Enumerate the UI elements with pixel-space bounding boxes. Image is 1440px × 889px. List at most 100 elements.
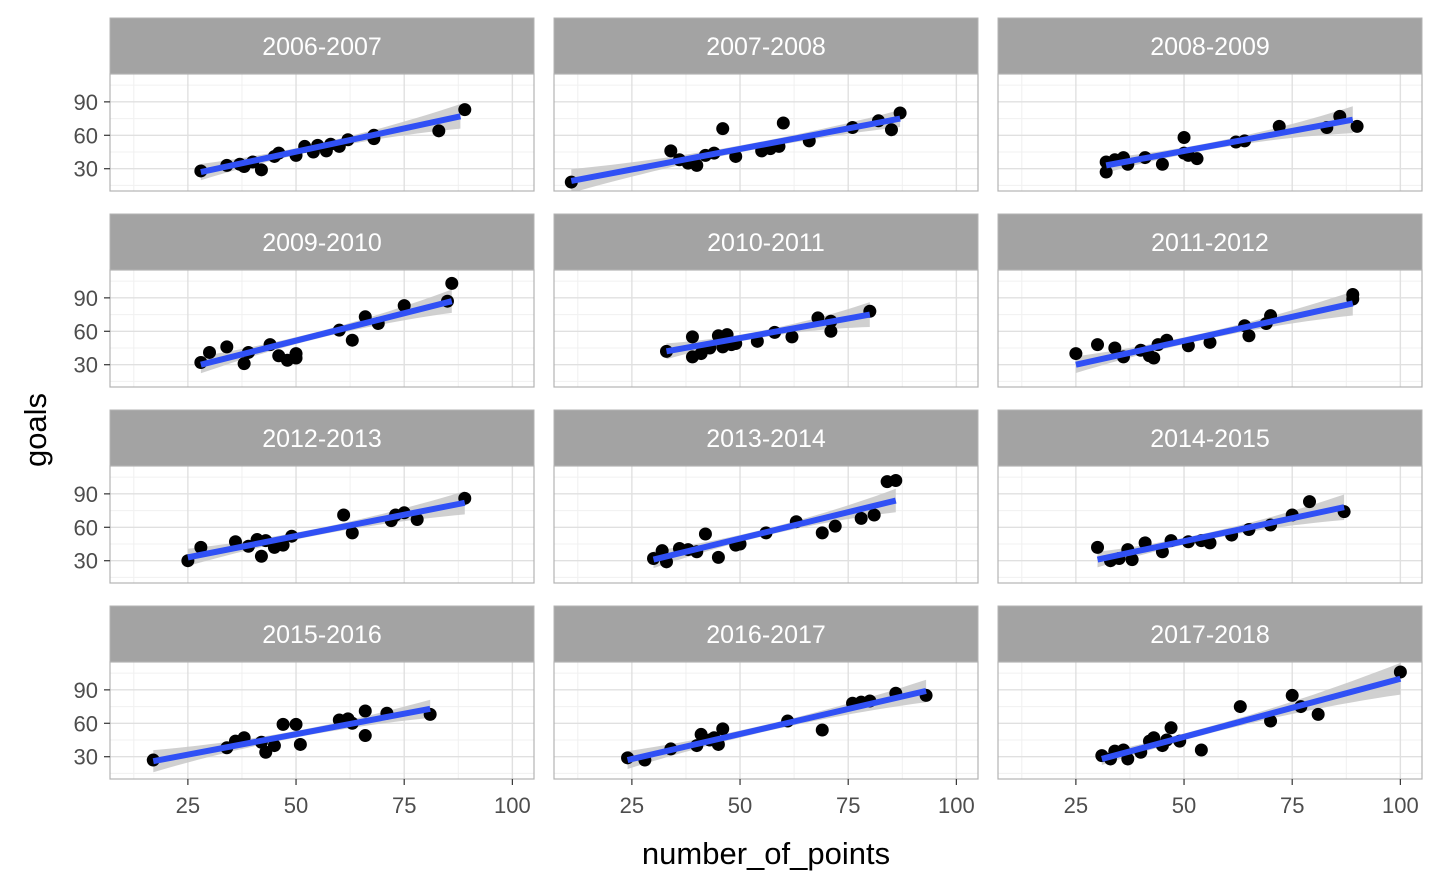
data-point: [410, 512, 424, 526]
data-point: [276, 717, 290, 731]
data-point: [254, 163, 268, 177]
data-point: [337, 508, 351, 522]
regression-line: [652, 497, 897, 563]
facet-strip: [109, 409, 535, 467]
plot-area: [998, 74, 1422, 191]
facet-panel-2008-2009: 2008-2009: [997, 17, 1423, 192]
data-point: [293, 737, 307, 751]
facet-label: 2012-2013: [262, 425, 382, 453]
data-point: [1285, 688, 1299, 702]
panel-border: [997, 661, 1423, 780]
panel-border: [553, 73, 979, 192]
data-point: [358, 704, 372, 718]
data-point: [432, 124, 446, 138]
x-tick-label: 75: [392, 793, 416, 818]
data-point: [716, 122, 730, 136]
data-point: [776, 116, 790, 130]
x-tick-label: 50: [284, 793, 308, 818]
regression-line: [1075, 300, 1354, 368]
plot-area: [998, 466, 1422, 583]
data-point: [358, 729, 372, 743]
facet-panel-2006-2007: 2006-2007: [109, 17, 535, 192]
plot-background: [554, 270, 978, 387]
regression-line: [665, 311, 871, 355]
data-point: [267, 739, 281, 753]
facet-label: 2013-2014: [706, 425, 826, 453]
plot-area: [110, 270, 534, 387]
panel-border: [997, 465, 1423, 584]
data-point: [1264, 714, 1278, 728]
facet-panel-2009-2010: 2009-2010: [109, 213, 535, 388]
data-point: [1393, 665, 1407, 679]
facet-strip: [553, 605, 979, 663]
y-tick-label: 30: [74, 549, 98, 574]
x-tick-label: 100: [938, 793, 975, 818]
data-point: [1203, 536, 1217, 550]
plot-background: [110, 270, 534, 387]
facet-strip: [553, 409, 979, 467]
data-point: [698, 527, 712, 541]
x-tick-label: 50: [728, 793, 752, 818]
x-tick-label: 25: [620, 793, 644, 818]
x-axis-title: number_of_points: [642, 836, 890, 871]
plot-background: [998, 270, 1422, 387]
data-point: [237, 357, 251, 371]
data-point: [1099, 165, 1113, 179]
x-tick-label: 25: [176, 793, 200, 818]
plot-area: [110, 662, 534, 779]
facet-strip: [553, 17, 979, 75]
regression-line: [1105, 116, 1354, 169]
regression-line: [570, 115, 901, 184]
data-point: [1272, 119, 1286, 133]
data-point: [664, 144, 678, 158]
facet-strip: [997, 605, 1423, 663]
facet-label: 2017-2018: [1150, 621, 1270, 649]
plot-area: [554, 74, 978, 191]
data-point: [445, 276, 459, 290]
facet-strip: [109, 17, 535, 75]
data-point: [220, 340, 234, 354]
y-tick-label: 30: [74, 353, 98, 378]
regression-line: [200, 298, 453, 368]
data-point: [1233, 700, 1247, 714]
y-tick-label: 30: [74, 157, 98, 182]
panel-border: [109, 661, 535, 780]
data-point: [828, 519, 842, 533]
data-point: [1203, 335, 1217, 349]
facet-panel-2011-2012: 2011-2012: [997, 213, 1423, 388]
data-point: [1346, 288, 1360, 302]
data-point: [1091, 540, 1105, 554]
data-point: [1311, 707, 1325, 721]
data-point: [397, 299, 411, 313]
y-tick-label: 60: [74, 515, 98, 540]
facet-label: 2014-2015: [1150, 425, 1270, 453]
regression-line: [152, 705, 431, 765]
x-tick-label: 100: [1382, 793, 1419, 818]
y-tick-label: 60: [74, 319, 98, 344]
facet-strip: [997, 17, 1423, 75]
data-point: [815, 723, 829, 737]
facet-panel-2017-2018: 2017-2018: [997, 605, 1423, 780]
panel-border: [109, 73, 535, 192]
x-tick-label: 75: [1280, 793, 1304, 818]
plot-background: [998, 466, 1422, 583]
data-point: [716, 722, 730, 736]
facet-panel-2015-2016: 2015-2016: [109, 605, 535, 780]
data-point: [1177, 131, 1191, 145]
facet-panel-2007-2008: 2007-2008: [553, 17, 979, 192]
data-point: [194, 540, 208, 554]
data-point: [203, 345, 217, 359]
data-point: [289, 717, 303, 731]
facet-panel-2013-2014: 2013-2014: [553, 409, 979, 584]
data-point: [785, 330, 799, 344]
data-point: [254, 549, 268, 563]
facet-strip: [553, 213, 979, 271]
y-axes: 30 60 90 30 60 90 30 60 90 30 60 90: [74, 90, 110, 770]
data-point: [1350, 119, 1364, 133]
facet-strip: [109, 605, 535, 663]
data-point: [1242, 329, 1256, 343]
regression-line: [626, 688, 927, 763]
data-point: [458, 103, 472, 117]
facet-panel-2012-2013: 2012-2013: [109, 409, 535, 584]
